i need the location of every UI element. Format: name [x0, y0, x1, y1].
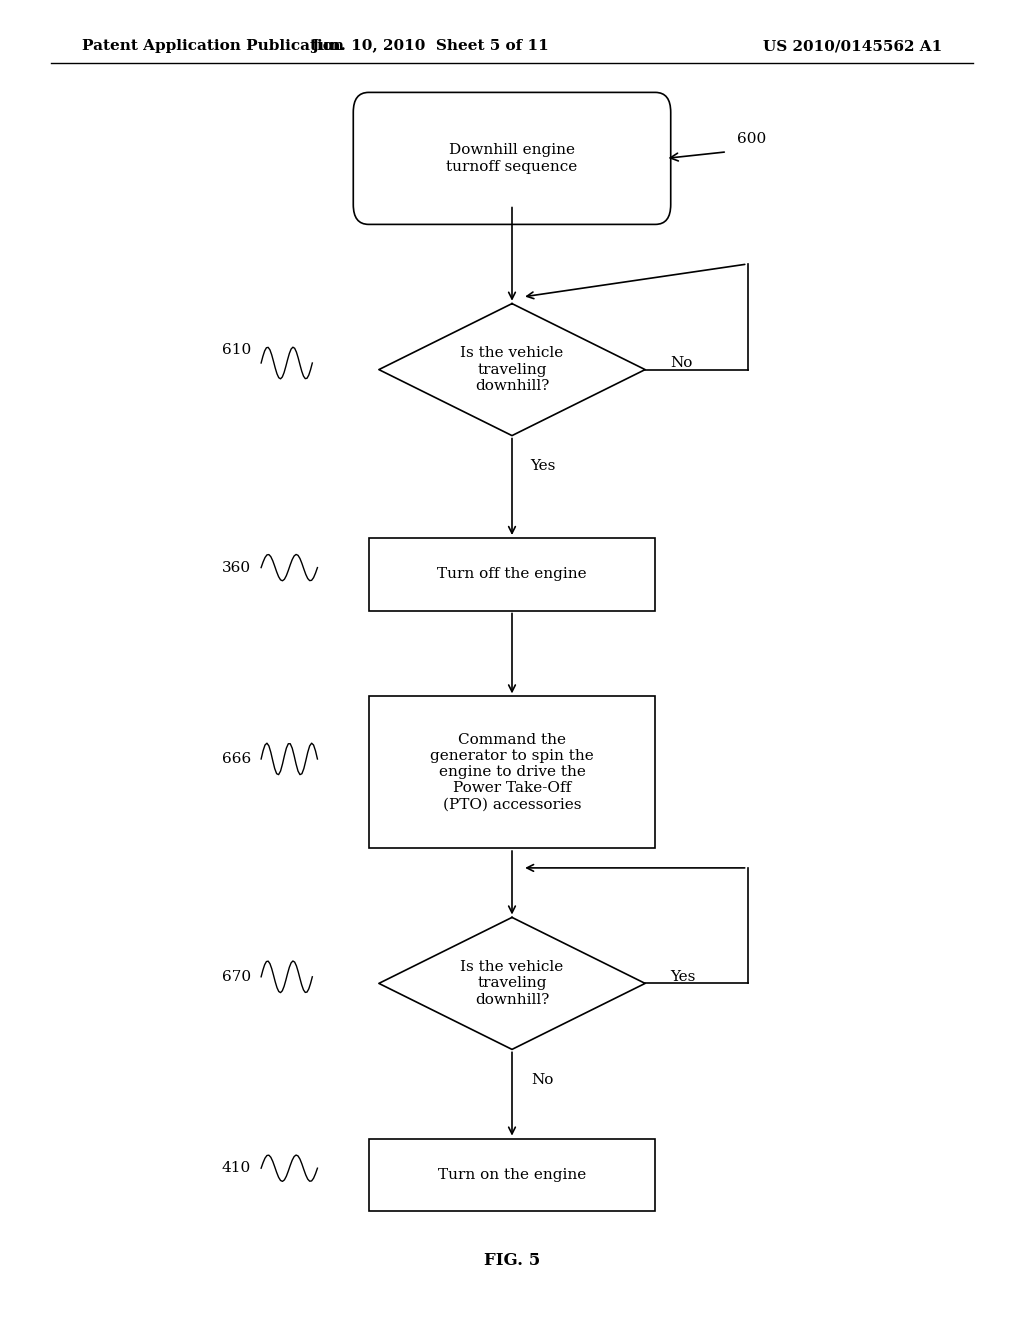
FancyBboxPatch shape — [369, 539, 655, 610]
Text: 410: 410 — [221, 1162, 251, 1175]
Text: FIG. 5: FIG. 5 — [484, 1253, 540, 1269]
Text: Downhill engine
turnoff sequence: Downhill engine turnoff sequence — [446, 144, 578, 173]
Text: Turn on the engine: Turn on the engine — [438, 1168, 586, 1181]
Text: 670: 670 — [222, 970, 251, 983]
Text: 610: 610 — [221, 343, 251, 356]
Text: 360: 360 — [222, 561, 251, 574]
Text: No: No — [671, 356, 693, 370]
Text: Patent Application Publication: Patent Application Publication — [82, 40, 344, 53]
FancyBboxPatch shape — [369, 697, 655, 849]
FancyBboxPatch shape — [353, 92, 671, 224]
Text: Is the vehicle
traveling
downhill?: Is the vehicle traveling downhill? — [461, 960, 563, 1007]
Text: Is the vehicle
traveling
downhill?: Is the vehicle traveling downhill? — [461, 346, 563, 393]
Text: Jun. 10, 2010  Sheet 5 of 11: Jun. 10, 2010 Sheet 5 of 11 — [311, 40, 549, 53]
Text: Turn off the engine: Turn off the engine — [437, 568, 587, 581]
FancyBboxPatch shape — [369, 1138, 655, 1212]
Text: 666: 666 — [221, 752, 251, 766]
Text: No: No — [531, 1073, 554, 1088]
Text: Command the
generator to spin the
engine to drive the
Power Take-Off
(PTO) acces: Command the generator to spin the engine… — [430, 733, 594, 812]
Text: Yes: Yes — [671, 970, 696, 983]
Text: Yes: Yes — [530, 459, 555, 474]
Text: US 2010/0145562 A1: US 2010/0145562 A1 — [763, 40, 942, 53]
Text: 600: 600 — [737, 132, 767, 145]
